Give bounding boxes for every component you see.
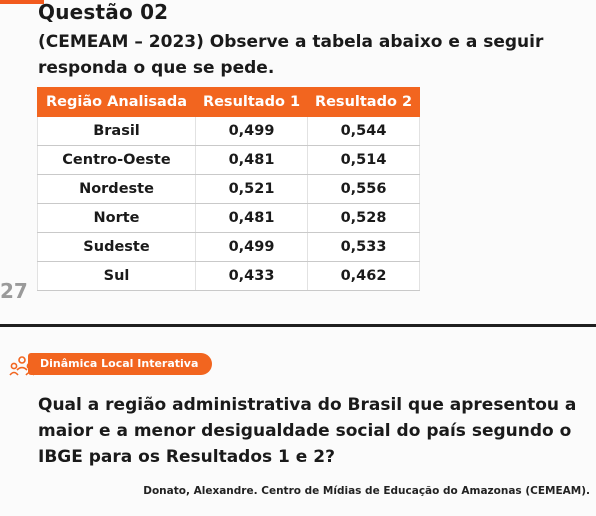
section-badge: Dinâmica Local Interativa — [28, 353, 213, 375]
source-citation: Donato, Alexandre. Centro de Mídias de E… — [143, 485, 590, 497]
table-header-cell: Resultado 2 — [307, 87, 420, 117]
table-cell-result-1: 0,499 — [195, 116, 308, 146]
data-table: Região Analisada Resultado 1 Resultado 2… — [37, 87, 420, 291]
question-text: (CEMEAM – 2023) Observe a tabela abaixo … — [38, 32, 544, 78]
table-cell-region: Brasil — [37, 116, 196, 146]
table-header-cell: Região Analisada — [37, 87, 196, 117]
table-row: Sudeste 0,499 0,533 — [37, 232, 420, 262]
table-cell-region: Centro-Oeste — [37, 145, 196, 175]
table-cell-result-1: 0,481 — [195, 203, 308, 233]
table-row: Centro-Oeste 0,481 0,514 — [37, 145, 420, 175]
table-cell-result-1: 0,433 — [195, 261, 308, 291]
table-row: Brasil 0,499 0,544 — [37, 116, 420, 146]
table-cell-region: Sul — [37, 261, 196, 291]
table-cell-result-2: 0,544 — [307, 116, 420, 146]
table-header-cell: Resultado 1 — [195, 87, 308, 117]
question-title: Questão 02 — [38, 0, 169, 24]
table-cell-result-2: 0,533 — [307, 232, 420, 262]
table-row: Sul 0,433 0,462 — [37, 261, 420, 291]
table-cell-result-2: 0,528 — [307, 203, 420, 233]
table-cell-result-1: 0,481 — [195, 145, 308, 175]
section-divider — [0, 324, 596, 327]
table-cell-region: Norte — [37, 203, 196, 233]
page-number: 27 — [0, 279, 28, 303]
table-cell-result-2: 0,462 — [307, 261, 420, 291]
table-row: Norte 0,481 0,528 — [37, 203, 420, 233]
table-cell-result-2: 0,514 — [307, 145, 420, 175]
prompt-text: Qual a região administrativa do Brasil q… — [38, 395, 577, 467]
table-cell-region: Nordeste — [37, 174, 196, 204]
table-cell-result-1: 0,521 — [195, 174, 308, 204]
table-cell-region: Sudeste — [37, 232, 196, 262]
table-row: Nordeste 0,521 0,556 — [37, 174, 420, 204]
table-header-row: Região Analisada Resultado 1 Resultado 2 — [37, 87, 420, 117]
top-accent-bar — [0, 0, 44, 4]
table-cell-result-1: 0,499 — [195, 232, 308, 262]
table-cell-result-2: 0,556 — [307, 174, 420, 204]
